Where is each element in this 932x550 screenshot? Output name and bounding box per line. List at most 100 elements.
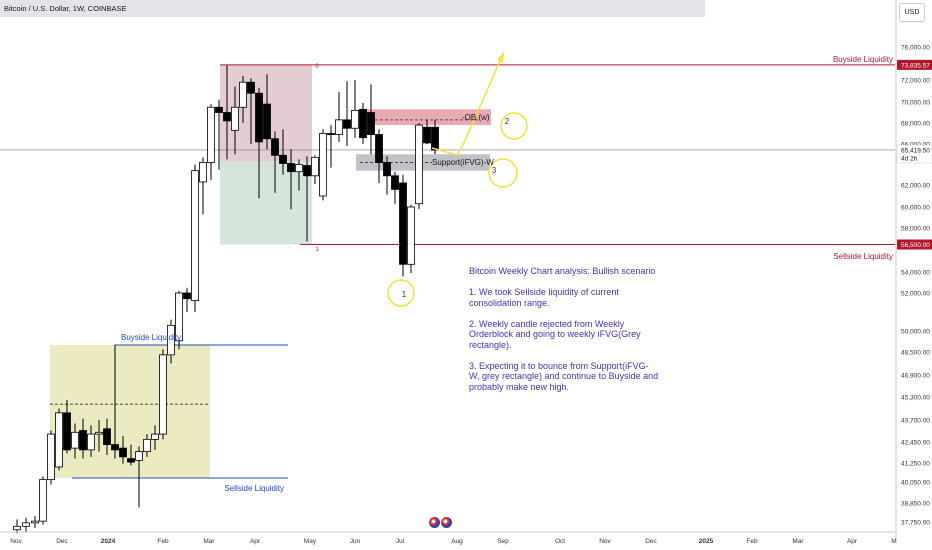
time-tick-label: 2025 <box>699 538 714 545</box>
candle-body <box>295 164 303 173</box>
candle-body <box>167 324 175 356</box>
time-tick-label: M <box>891 538 896 545</box>
range-lower-zone <box>220 161 312 245</box>
buyside-price-tag: 73,835.57 <box>901 62 930 69</box>
price-tick-label: 42,450.00 <box>901 440 930 447</box>
price-tick-label: 58,000.00 <box>901 226 930 233</box>
sellside-level-label-left: Sellside Liquidity <box>224 484 284 493</box>
sellside-liquidity-label: Sellside Liquidity <box>833 252 893 261</box>
candle-body <box>343 119 351 129</box>
us-flag-event-icon[interactable] <box>429 517 440 528</box>
analysis-point-1: 1. We took Sellside liquidity of current… <box>469 287 619 308</box>
time-tick-label: 2024 <box>101 538 116 545</box>
candle-body <box>367 112 375 135</box>
price-tick-label: 46,900.00 <box>901 373 930 380</box>
price-tick-label: 60,000.00 <box>901 205 930 212</box>
candle-body <box>143 438 151 453</box>
candle-body <box>215 106 223 113</box>
candle-body <box>31 520 39 524</box>
support-ifvg-label: Support(iFVG)-W <box>432 158 494 167</box>
buyside-price-tag-bg <box>897 59 932 70</box>
candle-body <box>71 431 79 449</box>
time-tick-label: Apr <box>847 538 858 545</box>
sellside-price-tag-bg <box>897 239 932 250</box>
symbol-title: Bitcoin / U.S. Dollar, 1W, COINBASE <box>4 4 127 13</box>
candle-body <box>47 433 55 481</box>
buyside-liquidity-label: Buyside Liquidity <box>833 55 893 64</box>
candle-body <box>247 81 255 94</box>
candle-body <box>111 444 119 451</box>
time-tick-label: Oct <box>555 538 565 545</box>
price-tick-label: 48,500.00 <box>901 350 930 357</box>
candle-body <box>239 81 247 108</box>
weekly-orderblock-zone <box>367 109 491 126</box>
candle-body <box>383 162 391 177</box>
marker-label-1: 1 <box>402 290 407 299</box>
candle-body <box>407 206 415 265</box>
orderblock-label: -OB (w) <box>462 113 490 122</box>
analysis-point-2: 2. Weekly candle rejected from Weekly Or… <box>469 318 641 350</box>
time-tick-label: Nov <box>599 538 611 545</box>
time-tick-label: Mar <box>792 538 804 545</box>
price-tick-label: 70,000.00 <box>901 100 930 107</box>
zone-marker-1: 1 <box>315 247 319 253</box>
candle-body <box>327 133 335 135</box>
candle-countdown: 4d 2h <box>901 155 918 162</box>
candle-body <box>287 163 295 173</box>
candle-body <box>431 126 439 151</box>
marker-label-3: 3 <box>492 166 497 175</box>
price-tick-label: 52,000.00 <box>901 291 930 298</box>
marker-circle-2 <box>500 112 528 140</box>
time-tick-label: Jun <box>350 538 361 545</box>
candle-body <box>159 354 167 435</box>
candle-body <box>255 92 263 143</box>
currency-button[interactable]: USD <box>899 3 925 22</box>
candle-body <box>263 103 271 140</box>
candle-body <box>311 156 319 177</box>
candle-body <box>375 134 383 163</box>
price-tick-label: 76,000.00 <box>901 45 930 52</box>
time-tick-label: Nov <box>10 538 22 545</box>
time-tick-label: Sep <box>497 538 509 545</box>
buyside-level-label-left: Buyside Liquidity <box>121 333 181 342</box>
candle-body <box>79 430 87 451</box>
price-tick-label: 40,050.00 <box>901 480 930 487</box>
candle-body <box>87 433 95 451</box>
price-tick-label: 50,000.00 <box>901 329 930 336</box>
time-tick-label: May <box>304 538 317 545</box>
candle-body <box>127 458 135 463</box>
time-tick-label: Aug <box>451 538 463 545</box>
sellside-price-tag: 56,500.00 <box>901 242 930 249</box>
analysis-point-3: 3. Expecting it to bounce from Support(i… <box>469 360 659 392</box>
candle-body <box>151 433 159 440</box>
time-tick-label: Mar <box>203 538 215 545</box>
us-flag-event-icon[interactable] <box>441 517 452 528</box>
candle-body <box>183 292 191 300</box>
consolidation-range-zone <box>50 345 210 479</box>
analysis-title: Bitcoin Weekly Chart analysis: Bullish s… <box>469 266 656 276</box>
candle-body <box>415 124 423 205</box>
zone-marker-0: 0 <box>315 64 319 70</box>
candle-body <box>335 119 343 135</box>
price-tick-label: 41,250.00 <box>901 461 930 468</box>
time-tick-label: Dec <box>645 538 657 545</box>
candle-body <box>391 175 399 190</box>
price-tick-label: 37,750.00 <box>901 520 930 527</box>
candle-body <box>223 112 231 122</box>
candle-body <box>39 479 47 522</box>
price-tick-label: 45,300.00 <box>901 395 930 402</box>
candle-body <box>63 412 71 451</box>
marker-circle-1 <box>387 279 415 307</box>
price-tick-label: 72,000.00 <box>901 78 930 85</box>
analysis-note: Bitcoin Weekly Chart analysis: Bullish s… <box>469 266 659 403</box>
candle-body <box>399 182 407 265</box>
candle-body <box>103 428 111 446</box>
time-tick-label: Feb <box>157 538 169 545</box>
price-tick-label: 62,000.00 <box>901 183 930 190</box>
candle-body <box>423 126 431 144</box>
marker-label-2: 2 <box>505 117 510 126</box>
price-tick-label: 54,000.00 <box>901 270 930 277</box>
candle-body <box>175 292 183 342</box>
